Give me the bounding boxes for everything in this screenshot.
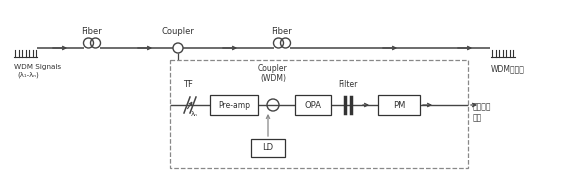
Text: Fiber: Fiber: [272, 27, 292, 36]
Text: Coupler
(WDM): Coupler (WDM): [258, 64, 288, 83]
Text: Pre-amp: Pre-amp: [218, 101, 250, 110]
Bar: [251, 139, 285, 157]
Text: TF: TF: [183, 80, 193, 89]
Bar: [378, 95, 420, 115]
Text: Filter: Filter: [338, 80, 358, 89]
Text: (λ₁-λₙ): (λ₁-λₙ): [17, 71, 39, 78]
Bar: [210, 95, 258, 115]
Text: WDM光信号: WDM光信号: [491, 64, 525, 73]
Bar: [170, 60, 468, 168]
Text: Coupler: Coupler: [162, 27, 194, 36]
Text: OPA: OPA: [305, 101, 321, 110]
Text: Fiber: Fiber: [81, 27, 102, 36]
Text: WDM Signals: WDM Signals: [14, 64, 61, 70]
Text: LD: LD: [262, 144, 273, 153]
Text: 信号: 信号: [473, 113, 483, 122]
Bar: [295, 95, 331, 115]
Text: PM: PM: [393, 101, 405, 110]
Text: 监测输出: 监测输出: [473, 102, 492, 111]
Text: λₙ: λₙ: [191, 111, 198, 117]
